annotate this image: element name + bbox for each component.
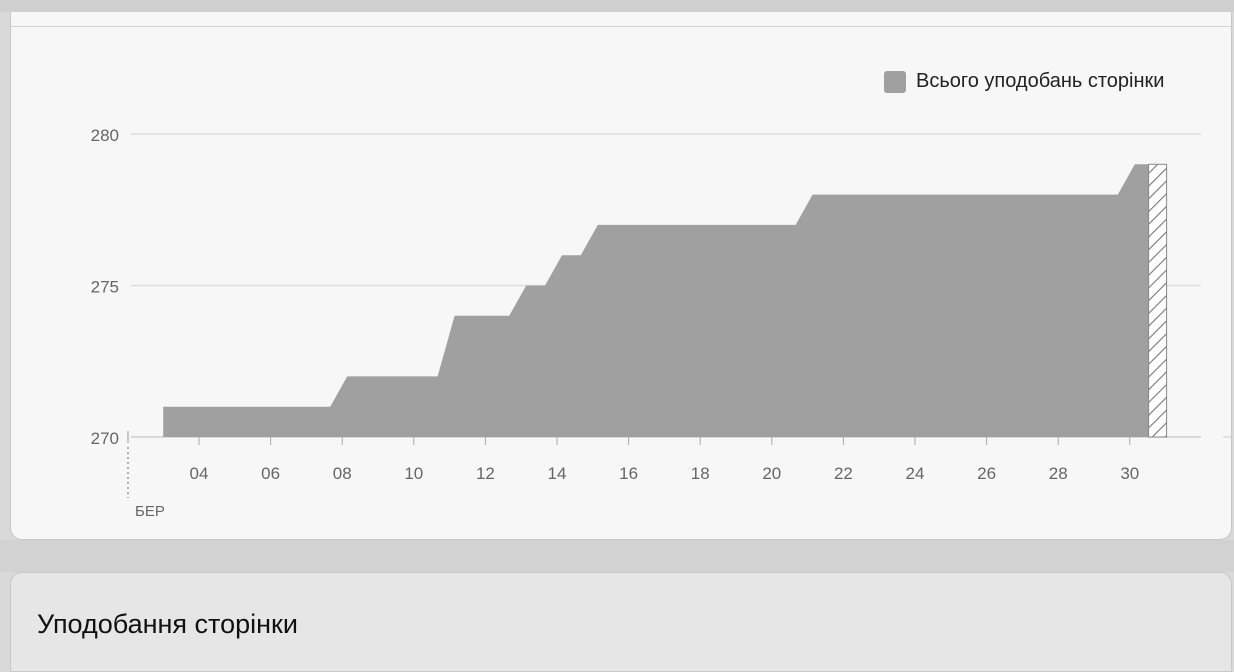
area-series bbox=[163, 164, 1148, 437]
x-tick-label: 04 bbox=[190, 464, 209, 483]
page-likes-section: Уподобання сторінки bbox=[10, 572, 1232, 672]
x-tick-label: 22 bbox=[834, 464, 853, 483]
x-tick-label: 06 bbox=[261, 464, 280, 483]
x-tick-label: 26 bbox=[977, 464, 996, 483]
partial-period-area bbox=[1149, 164, 1167, 437]
section-title: Уподобання сторінки bbox=[37, 609, 298, 640]
top-strip bbox=[0, 0, 1234, 12]
y-tick-label: 280 bbox=[91, 126, 119, 145]
y-tick-label: 270 bbox=[91, 429, 119, 448]
x-tick-label: 28 bbox=[1049, 464, 1068, 483]
x-tick-label: 16 bbox=[619, 464, 638, 483]
x-tick-label: 24 bbox=[906, 464, 925, 483]
y-tick-label: 275 bbox=[91, 278, 119, 297]
section-separator bbox=[0, 540, 1234, 572]
x-tick-label: 20 bbox=[762, 464, 781, 483]
x-tick-label: 30 bbox=[1120, 464, 1139, 483]
x-tick-label: 14 bbox=[548, 464, 567, 483]
chart-card: 270 275 280 04 06 08 10 12 14 16 18 20 22 24 26 28 30 БЕР… bbox=[10, 12, 1232, 540]
x-tick-label: 10 bbox=[404, 464, 423, 483]
x-tick-label: 12 bbox=[476, 464, 495, 483]
x-tick-label: 08 bbox=[333, 464, 352, 483]
x-tick-label: 18 bbox=[691, 464, 710, 483]
chart-legend[interactable]: Всього уподобань сторінки bbox=[884, 70, 1164, 93]
x-month-label: БЕР bbox=[135, 503, 165, 520]
legend-label: Всього уподобань сторінки bbox=[916, 70, 1164, 93]
legend-swatch bbox=[884, 71, 906, 93]
